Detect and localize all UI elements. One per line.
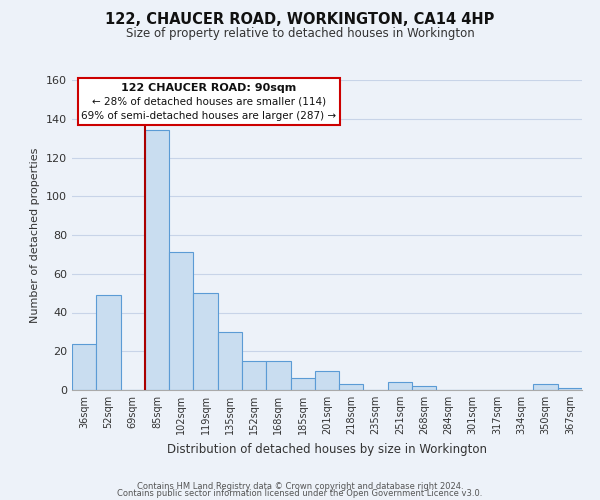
Bar	[558, 388, 582, 390]
Text: 122, CHAUCER ROAD, WORKINGTON, CA14 4HP: 122, CHAUCER ROAD, WORKINGTON, CA14 4HP	[106, 12, 494, 28]
Text: ← 28% of detached houses are smaller (114): ← 28% of detached houses are smaller (11…	[92, 97, 326, 107]
Bar	[169, 252, 193, 390]
X-axis label: Distribution of detached houses by size in Workington: Distribution of detached houses by size …	[167, 442, 487, 456]
Bar	[315, 370, 339, 390]
Bar	[266, 361, 290, 390]
Text: Size of property relative to detached houses in Workington: Size of property relative to detached ho…	[125, 28, 475, 40]
Bar	[193, 293, 218, 390]
Bar	[339, 384, 364, 390]
Y-axis label: Number of detached properties: Number of detached properties	[31, 148, 40, 322]
Text: Contains public sector information licensed under the Open Government Licence v3: Contains public sector information licen…	[118, 490, 482, 498]
Bar	[72, 344, 96, 390]
Bar	[218, 332, 242, 390]
Bar	[533, 384, 558, 390]
Bar	[96, 295, 121, 390]
Text: 122 CHAUCER ROAD: 90sqm: 122 CHAUCER ROAD: 90sqm	[121, 83, 296, 93]
Bar	[290, 378, 315, 390]
Bar	[242, 361, 266, 390]
Text: Contains HM Land Registry data © Crown copyright and database right 2024.: Contains HM Land Registry data © Crown c…	[137, 482, 463, 491]
Bar	[388, 382, 412, 390]
Bar	[145, 130, 169, 390]
Text: 69% of semi-detached houses are larger (287) →: 69% of semi-detached houses are larger (…	[82, 111, 337, 121]
Bar	[412, 386, 436, 390]
